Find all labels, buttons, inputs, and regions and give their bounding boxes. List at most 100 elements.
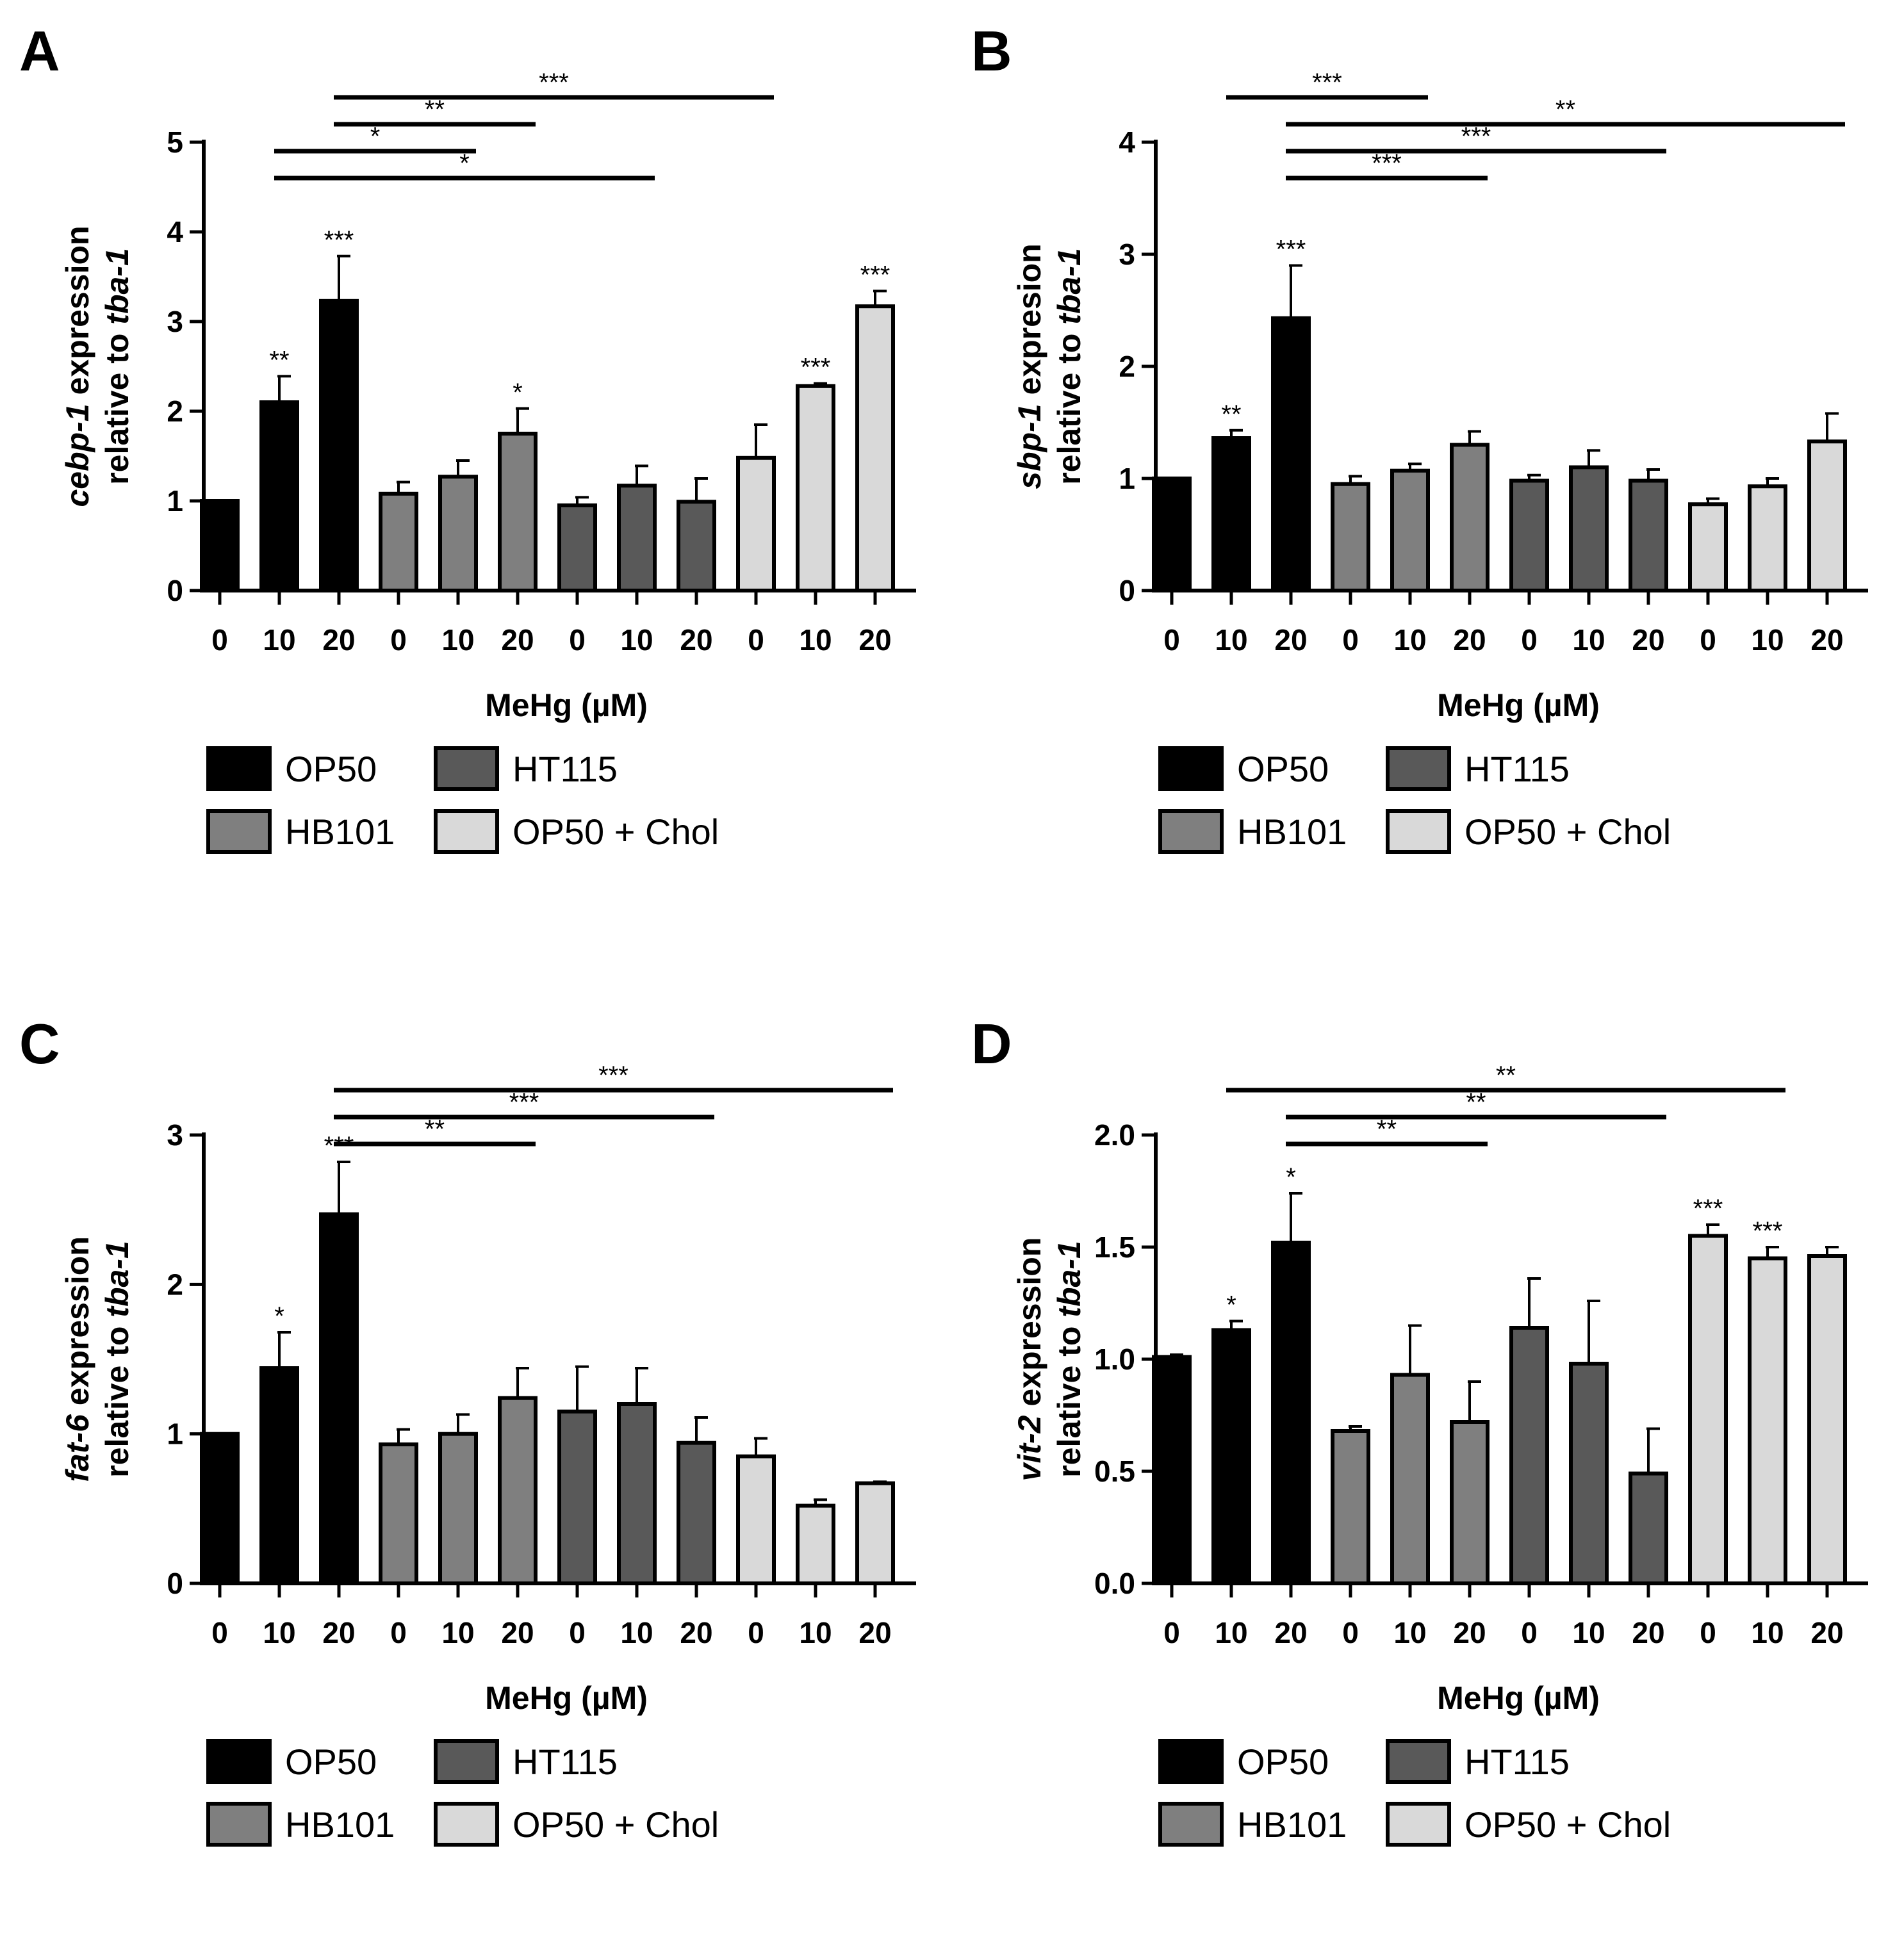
y-tick-label: 1 [1119,462,1135,495]
x-tick-label: 0 [1342,1616,1359,1649]
significance-label: *** [1276,236,1306,264]
bar [1569,1362,1609,1585]
comparison-label: ** [425,1115,445,1143]
x-tick-label: 0 [1521,1616,1538,1649]
y-axis-title: fat-6 expression relative to tba-1 [60,1236,135,1482]
x-tick-label: 20 [1274,623,1307,657]
chart-svg: D 0 * 10 * 20 0 10 20 0 10 20 *** 0 *** 10 20 0.0 0.5 1.0 1.… [971,1012,1868,1847]
legend-swatch [1158,746,1224,791]
x-tick-label: 10 [1393,623,1426,657]
y-tick-label: 0 [167,1567,183,1600]
x-tick-label: 20 [322,623,355,657]
bar [379,491,418,592]
x-tick-label: 10 [1215,1616,1247,1649]
comparison-label: *** [539,69,569,97]
y-tick-label: 0 [167,574,183,607]
legend-swatch [434,746,499,791]
bar [1390,1373,1430,1585]
x-axis-title: MeHg (µM) [1437,1680,1600,1716]
significance-label: ** [1221,400,1241,429]
x-tick-label: 20 [1274,1616,1307,1649]
x-tick-label: 0 [211,623,228,657]
bar [1807,1254,1847,1585]
bar [498,1396,538,1586]
y-axis-reference-gene: tba-1 [99,1241,135,1317]
comparison-label: * [370,122,381,151]
y-axis-title-line1: vit-2 expression [1012,1237,1047,1482]
chart-svg: A0**10***20 0 10*20 0 10 20 0***10***20012345c… [19,19,916,854]
legend-swatch [434,1802,499,1847]
x-tick-label: 0 [1163,623,1180,657]
x-tick-label: 10 [1751,623,1784,657]
panel-a: A 0 ** 10 *** 20 0 10 * 20 0 10 20 0 *** 10 *** 20 0 1 2 3 4 5 c… [0,0,952,980]
y-tick-label: 2 [167,1268,183,1301]
legend-swatch [1386,1802,1451,1847]
significance-label: *** [860,261,890,289]
bar [736,455,776,592]
x-tick-label: 20 [680,623,712,657]
legend-swatch [206,1739,272,1784]
x-tick-label: 20 [1810,623,1843,657]
x-tick-label: 0 [390,623,407,657]
comparison-label: ** [1466,1088,1486,1116]
x-tick-label: 20 [1632,623,1664,657]
comparison-label: * [459,149,470,177]
panel-letter: C [19,1012,60,1075]
bar [1748,484,1787,592]
bar [677,500,716,593]
x-tick-label: 20 [322,1616,355,1649]
y-axis-title-text: expression [60,1236,95,1414]
x-tick-label: 10 [799,1616,832,1649]
y-tick-label: 3 [1119,238,1135,271]
legend-label: HB101 [285,812,395,852]
panel-d: D 0 * 10 * 20 0 10 20 0 10 20 *** 0 *** 10 20 0.0 0.5 1.0 1.… [952,980,1904,1960]
bar [1271,1241,1311,1585]
bar [1807,439,1847,592]
legend-label: HT115 [1465,749,1570,789]
y-axis-title-text: relative to [1051,325,1087,485]
x-tick-label: 10 [263,1616,295,1649]
bar [1509,1326,1549,1585]
legend-label: HT115 [513,1742,618,1782]
bar [1688,1234,1728,1585]
x-tick-label: 20 [858,623,891,657]
legend-swatch [1386,746,1451,791]
bar [379,1442,418,1585]
y-axis-title-text: relative to [99,325,135,485]
y-tick-label: 1 [167,484,183,518]
comparison-label: *** [598,1061,628,1090]
significance-label: * [513,379,523,407]
bar [557,503,597,592]
y-axis-title-line2: relative to tba-1 [1051,1241,1087,1478]
y-tick-label: 2 [167,395,183,428]
x-tick-label: 0 [390,1616,407,1649]
y-axis-title-text: relative to [1051,1318,1087,1478]
bar [438,1432,478,1586]
bar [259,1366,299,1585]
x-tick-label: 0 [211,1616,228,1649]
bar [1390,468,1430,592]
x-axis-title: MeHg (µM) [1437,687,1600,723]
bar [855,304,895,592]
chart-svg: B 0 ** 10 *** 20 0 10 20 0 10 20 0 10 20 0 1 2 3 4 sbp-1 exp… [971,19,1868,854]
bar [1450,443,1490,592]
x-tick-label: 20 [1632,1616,1664,1649]
legend-label: OP50 + Chol [1465,1804,1671,1845]
legend-swatch [206,809,272,854]
y-axis-reference-gene: tba-1 [1051,248,1087,324]
y-tick-label: 1.0 [1094,1343,1135,1376]
legend-label: HB101 [285,1804,395,1845]
y-tick-label: 0 [1119,574,1135,607]
x-tick-label: 10 [441,623,474,657]
bar [200,1432,240,1586]
bar [1211,1328,1251,1585]
x-tick-label: 10 [620,1616,653,1649]
comparison-label: *** [1461,122,1491,151]
y-axis-title-line1: sbp-1 expresion [1012,243,1047,489]
legend-label: HB101 [1237,1804,1347,1845]
bar [1331,1429,1370,1585]
x-tick-label: 0 [569,1616,586,1649]
x-tick-label: 0 [1700,1616,1716,1649]
bar [796,1503,835,1586]
x-tick-label: 0 [1342,623,1359,657]
